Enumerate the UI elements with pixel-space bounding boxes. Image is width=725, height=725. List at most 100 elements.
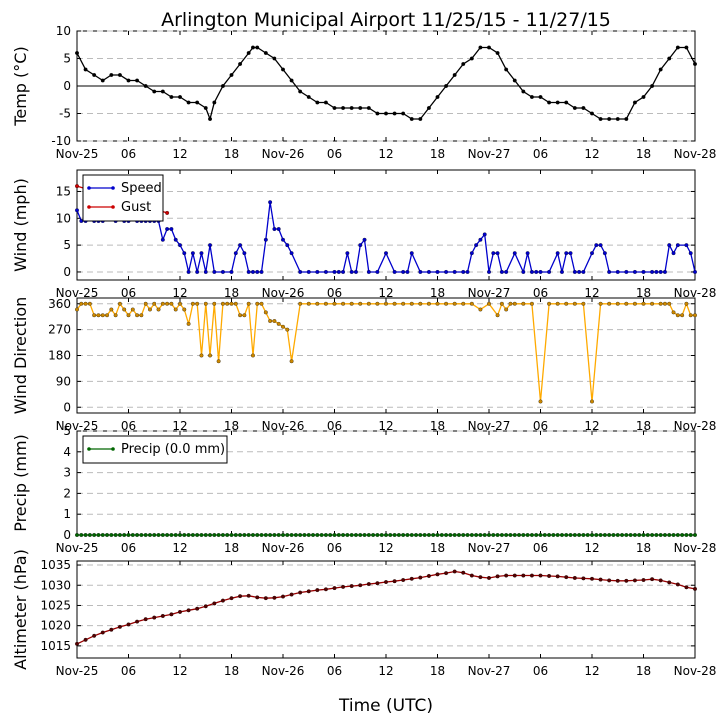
- data-point: [628, 533, 633, 537]
- x-tick-label: 06: [121, 419, 136, 433]
- data-point: [435, 301, 440, 306]
- data-point: [418, 575, 423, 580]
- data-point: [632, 301, 637, 306]
- data-point: [186, 608, 191, 613]
- data-point: [512, 301, 517, 306]
- data-point: [105, 533, 109, 537]
- data-point: [315, 100, 320, 105]
- data-point: [663, 533, 667, 537]
- data-point: [259, 533, 264, 537]
- data-point: [289, 251, 294, 256]
- data-point: [238, 62, 243, 66]
- data-point: [190, 301, 195, 306]
- data-point: [332, 301, 337, 306]
- data-point: [212, 270, 217, 274]
- data-point: [641, 578, 646, 582]
- data-point: [693, 313, 697, 318]
- data-point: [529, 270, 534, 274]
- x-tick-label: Nov-28: [674, 419, 717, 433]
- data-point: [100, 630, 105, 635]
- data-point: [478, 533, 483, 537]
- data-point: [671, 251, 676, 256]
- data-point: [555, 301, 560, 306]
- panel-frame: [76, 560, 696, 659]
- x-tick-label: Nov-28: [674, 541, 717, 555]
- data-point: [203, 604, 208, 609]
- data-point: [75, 51, 79, 55]
- data-point: [242, 251, 247, 256]
- data-point: [87, 301, 92, 306]
- x-tick-label: Nov-25: [56, 147, 99, 161]
- data-point: [542, 533, 547, 537]
- data-point: [109, 73, 114, 77]
- x-tick-label: 12: [172, 419, 187, 433]
- x-tick-label: 12: [584, 664, 599, 678]
- data-point: [220, 301, 225, 306]
- data-point: [465, 270, 470, 274]
- data-point: [341, 533, 346, 537]
- data-point: [96, 533, 101, 537]
- data-point: [281, 237, 285, 242]
- data-point: [504, 67, 509, 72]
- data-point: [448, 533, 453, 537]
- data-point: [667, 301, 672, 306]
- data-point: [426, 574, 431, 578]
- data-point: [375, 111, 380, 116]
- data-point: [512, 251, 517, 256]
- data-point: [96, 313, 101, 318]
- data-point: [148, 533, 152, 537]
- data-point: [461, 62, 466, 66]
- data-point: [298, 533, 303, 537]
- panel-alt: 1015 1020 1025 1030 1035 Nov-25 06 12 18 Nov-26 06…: [11, 549, 716, 678]
- data-point: [276, 321, 281, 326]
- data-point: [392, 111, 397, 116]
- x-tick-label: Nov-26: [262, 541, 305, 555]
- data-point: [341, 584, 346, 589]
- data-point: [504, 573, 509, 578]
- data-point: [169, 533, 174, 537]
- x-tick-label: 12: [172, 541, 187, 555]
- data-point: [263, 596, 268, 601]
- data-point: [255, 45, 260, 50]
- data-point: [238, 243, 243, 248]
- x-tick-label: 06: [533, 664, 548, 678]
- data-point: [178, 95, 182, 99]
- data-point: [289, 533, 294, 537]
- data-point: [336, 533, 341, 537]
- data-point: [169, 227, 174, 231]
- data-point: [435, 95, 440, 99]
- data-point: [529, 573, 534, 578]
- data-point: [547, 574, 552, 578]
- data-point: [384, 251, 388, 256]
- data-point: [564, 100, 569, 105]
- data-point: [457, 533, 461, 537]
- data-point: [675, 243, 680, 248]
- data-point: [671, 310, 676, 315]
- x-tick-label: Nov-26: [262, 419, 305, 433]
- data-point: [225, 301, 230, 306]
- data-point: [632, 533, 637, 537]
- data-point: [534, 533, 539, 537]
- x-tick-label: 06: [121, 664, 136, 678]
- data-point: [220, 533, 225, 537]
- data-point: [461, 301, 466, 306]
- x-tick-label: 18: [430, 147, 445, 161]
- data-point: [461, 570, 466, 575]
- x-tick-label: 18: [430, 419, 445, 433]
- x-tick-label: Nov-26: [262, 664, 305, 678]
- data-point: [384, 111, 388, 116]
- x-tick-label: 12: [378, 286, 393, 300]
- data-point: [75, 184, 79, 189]
- data-point: [439, 533, 444, 537]
- data-point: [186, 533, 191, 537]
- data-point: [658, 533, 663, 537]
- data-point: [148, 307, 152, 312]
- y-tick-label: 1025: [40, 598, 71, 612]
- data-point: [255, 533, 260, 537]
- data-point: [590, 533, 594, 537]
- data-point: [289, 359, 294, 364]
- data-point: [426, 270, 431, 274]
- data-point: [122, 533, 127, 537]
- data-point: [534, 270, 539, 274]
- data-point: [495, 533, 500, 537]
